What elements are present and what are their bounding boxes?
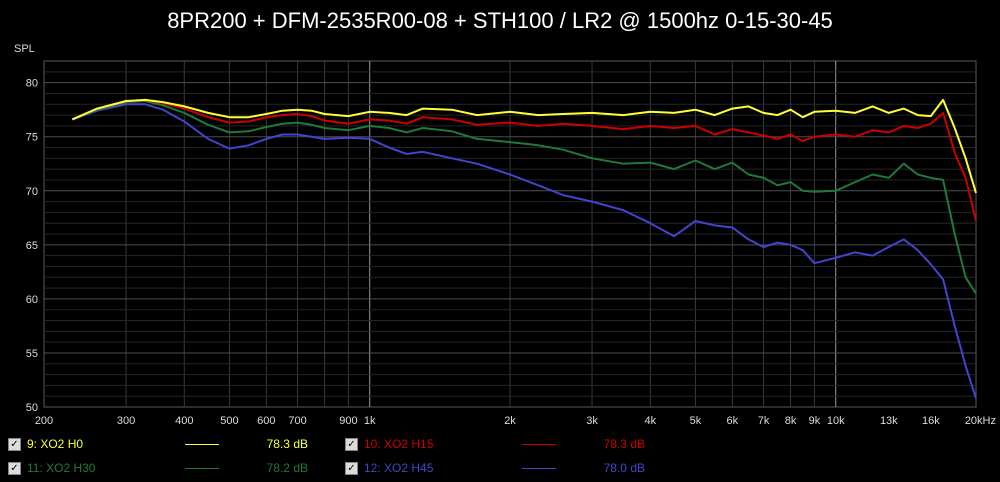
y-tick-label: 60 [26, 294, 38, 306]
legend-series-4-db: 78.0 dB [603, 461, 645, 475]
legend-row-1: ✓ 9: XO2 H0 78.3 dB ✓ 10: XO2 H15 78.3 d… [0, 435, 1000, 455]
series-line-2 [71, 98, 977, 222]
series-line-4 [71, 103, 977, 399]
y-tick-label: 50 [26, 402, 38, 414]
y-tick-label: 70 [26, 186, 38, 198]
x-tick-label: 700 [288, 415, 306, 427]
series-line-3 [71, 100, 977, 295]
legend-series-1-name: 9: XO2 H0 [27, 437, 84, 451]
legend-series-3-name: 11: XO2 H30 [27, 461, 96, 475]
legend-series-2-name: 10: XO2 H15 [364, 437, 434, 451]
x-tick-label: 20kHz [965, 415, 996, 427]
legend-series-2-swatch [522, 444, 556, 445]
x-tick-label: 500 [220, 415, 238, 427]
legend-series-1-swatch [185, 444, 219, 445]
y-tick-label: 80 [26, 78, 38, 90]
legend-series-3-db: 78.2 dB [266, 461, 308, 475]
y-axis-label: SPL [14, 43, 35, 55]
series-4-checkbox[interactable]: ✓ [345, 462, 358, 475]
x-tick-label: 2k [504, 415, 516, 427]
legend-row-2: ✓ 11: XO2 H30 78.2 dB ✓ 12: XO2 H45 78.0… [0, 459, 1000, 479]
x-tick-label: 5k [690, 415, 702, 427]
x-tick-label: 13k [880, 415, 898, 427]
y-tick-label: 65 [26, 240, 38, 252]
x-tick-label: 200 [35, 415, 53, 427]
x-tick-label: 3k [586, 415, 598, 427]
x-tick-label: 6k [727, 415, 739, 427]
y-tick-label: 75 [26, 132, 38, 144]
y-tick-labels: 50 55 60 65 70 75 80 [26, 78, 38, 414]
x-tick-label: 8k [785, 415, 797, 427]
series-lines [71, 98, 977, 399]
legend-series-1-db: 78.3 dB [266, 437, 308, 451]
x-tick-label: 1k [364, 415, 376, 427]
x-tick-label: 300 [117, 415, 135, 427]
chart-title: 8PR200 + DFM-2535R00-08 + STH100 / LR2 @… [167, 8, 833, 33]
x-tick-label: 10k [827, 415, 845, 427]
x-tick-label: 400 [175, 415, 193, 427]
series-1-checkbox[interactable]: ✓ [8, 438, 21, 451]
x-tick-label: 9k [809, 415, 821, 427]
y-tick-label: 55 [26, 348, 38, 360]
series-3-checkbox[interactable]: ✓ [8, 462, 21, 475]
x-tick-label: 900 [339, 415, 357, 427]
x-tick-label: 4k [644, 415, 656, 427]
x-tick-label: 7k [758, 415, 770, 427]
x-tick-labels: 200 300 400 500 600 700 900 1k 2k 3k 4k 5k 6k 7k 8k 9k 1… [35, 415, 996, 427]
x-tick-label: 600 [257, 415, 275, 427]
legend-series-3-swatch [185, 468, 219, 469]
legend-series-4-swatch [522, 468, 556, 469]
series-line-1 [71, 98, 977, 194]
legend-series-4-name: 12: XO2 H45 [364, 461, 434, 475]
legend-series-2-db: 78.3 dB [603, 437, 645, 451]
x-tick-label: 16k [922, 415, 940, 427]
series-2-checkbox[interactable]: ✓ [345, 438, 358, 451]
